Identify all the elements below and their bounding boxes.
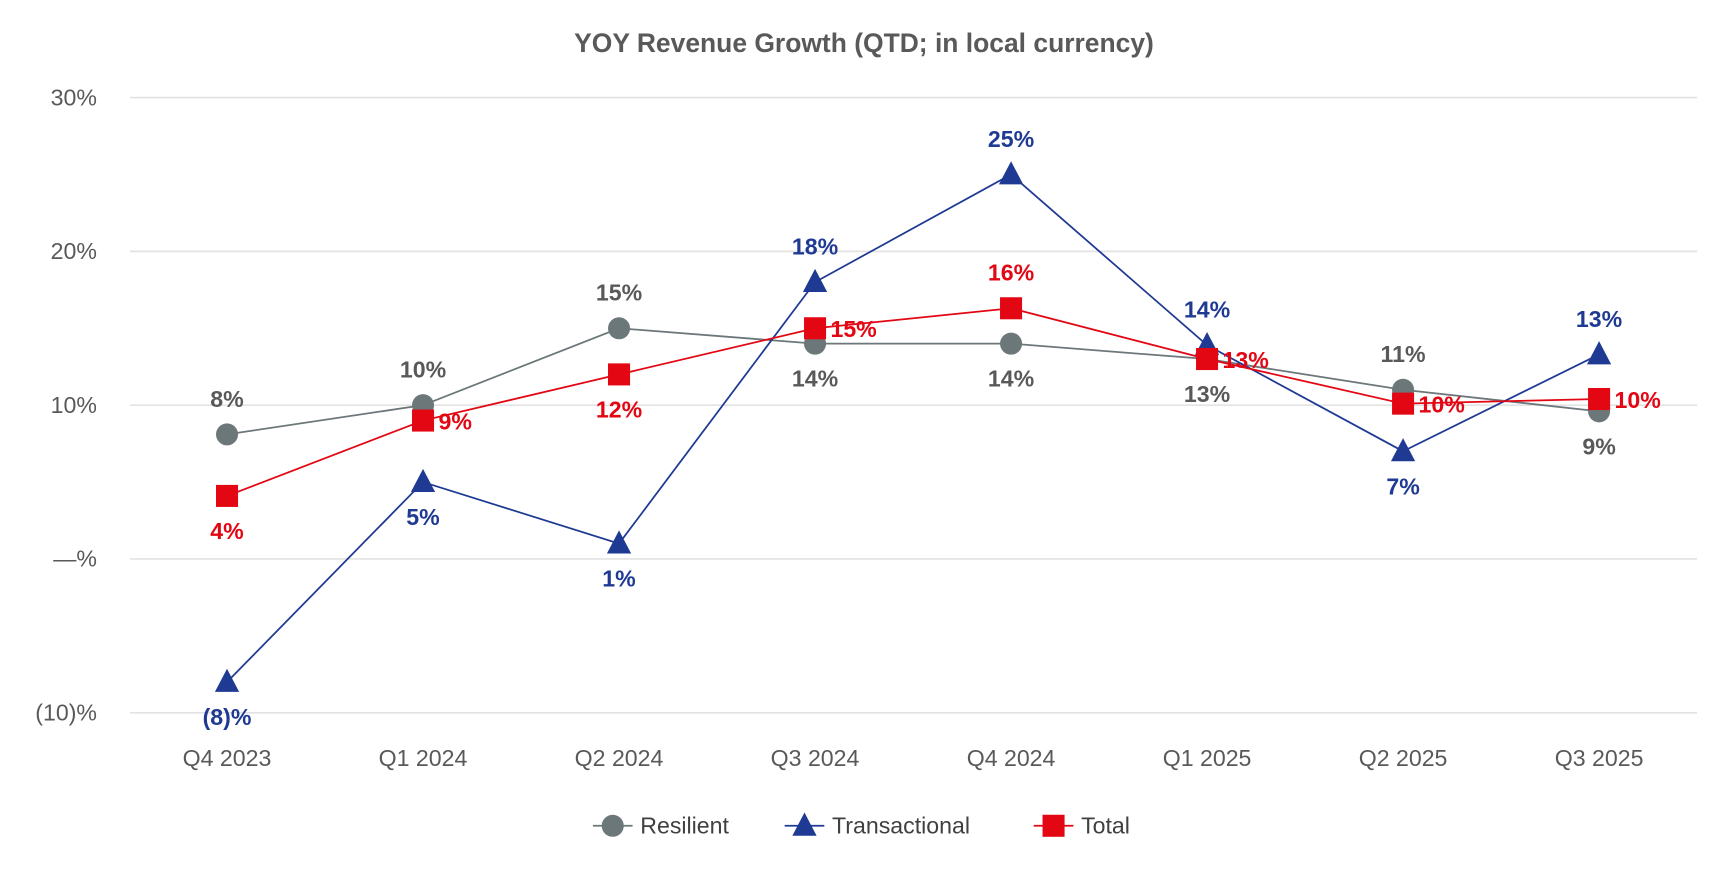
transactional-data-label: (8)% xyxy=(203,704,252,730)
total-data-label: 12% xyxy=(596,396,642,422)
total-data-label: 10% xyxy=(1419,391,1465,417)
resilient-data-label: 8% xyxy=(210,386,243,412)
transactional-point xyxy=(1390,438,1416,462)
legend-label: Resilient xyxy=(640,812,729,838)
total-point xyxy=(1000,297,1023,320)
transactional-data-label: 18% xyxy=(792,234,838,260)
y-tick-label: 30% xyxy=(51,84,97,110)
x-axis-ticks: Q4 2023 Q1 2024 Q2 2024 Q3 2024 Q4 2024 Q1 20… xyxy=(183,745,1644,771)
resilient-data-label: 15% xyxy=(596,280,642,306)
legend-marker-square-icon xyxy=(1042,814,1065,837)
resilient-data-label: 9% xyxy=(1582,433,1615,459)
resilient-data-label: 10% xyxy=(400,357,446,383)
total-point xyxy=(216,484,239,507)
transactional-point xyxy=(410,468,436,492)
y-tick-label: (10)% xyxy=(35,699,97,725)
y-tick-label: —% xyxy=(53,546,97,572)
transactional-data-label: 5% xyxy=(406,504,439,530)
series-markers xyxy=(214,161,1612,692)
resilient-data-label: 11% xyxy=(1381,341,1426,367)
transactional-data-label: 14% xyxy=(1184,297,1230,323)
total-data-label: 15% xyxy=(830,316,876,342)
transactional-line xyxy=(226,173,1600,683)
transactional-data-label: 25% xyxy=(988,126,1034,152)
transactional-point xyxy=(214,668,240,692)
total-point xyxy=(412,409,435,432)
total-data-label: 10% xyxy=(1615,387,1661,413)
transactional-point xyxy=(998,161,1024,185)
x-tick-label: Q2 2024 xyxy=(575,745,664,771)
total-point xyxy=(608,363,631,386)
legend-item-total: Total xyxy=(1033,812,1130,838)
x-tick-label: Q4 2023 xyxy=(183,745,272,771)
transactional-data-label: 7% xyxy=(1386,473,1419,499)
gridlines xyxy=(130,96,1698,714)
y-tick-label: 20% xyxy=(51,238,97,264)
x-tick-label: Q1 2025 xyxy=(1163,745,1252,771)
x-tick-label: Q1 2024 xyxy=(379,745,468,771)
series-lines xyxy=(226,173,1600,683)
total-line xyxy=(226,307,1600,497)
y-tick-label: 10% xyxy=(51,392,97,418)
transactional-point xyxy=(606,530,632,554)
total-data-label: 13% xyxy=(1222,347,1268,373)
legend-item-resilient: Resilient xyxy=(592,812,730,838)
resilient-line xyxy=(226,327,1600,436)
transactional-point xyxy=(802,268,828,293)
x-tick-label: Q3 2024 xyxy=(771,745,860,771)
total-point xyxy=(1196,348,1219,371)
total-data-label: 4% xyxy=(210,518,243,544)
x-tick-label: Q3 2025 xyxy=(1555,745,1644,771)
legend-marker-circle-icon xyxy=(601,814,624,837)
y-axis-ticks: 30% 20% 10% —% (10)% xyxy=(35,84,97,725)
total-data-label: 16% xyxy=(988,260,1034,286)
resilient-point xyxy=(608,317,631,340)
resilient-point xyxy=(216,423,239,446)
legend-label: Transactional xyxy=(832,812,970,838)
resilient-data-label: 14% xyxy=(792,366,838,392)
x-tick-label: Q2 2025 xyxy=(1359,745,1448,771)
transactional-data-label: 13% xyxy=(1576,306,1622,332)
legend-item-transactional: Transactional xyxy=(784,812,970,838)
transactional-data-label: 1% xyxy=(602,566,635,592)
resilient-point xyxy=(1000,332,1023,355)
transactional-point xyxy=(1586,341,1612,365)
legend: Resilient Transactional Total xyxy=(592,812,1130,838)
total-data-label: 9% xyxy=(438,408,471,434)
x-tick-label: Q4 2024 xyxy=(967,745,1056,771)
legend-label: Total xyxy=(1081,812,1130,838)
total-point xyxy=(1588,387,1611,411)
total-point xyxy=(804,317,827,340)
chart-title: YOY Revenue Growth (QTD; in local curren… xyxy=(574,28,1154,58)
data-labels: 8% 10% 15% 14% 14% 13% 11% 9% (8)% 5% 1% 18% 25% 14% 7… xyxy=(203,126,1661,730)
resilient-data-label: 13% xyxy=(1184,381,1230,407)
legend-marker-triangle-icon xyxy=(792,812,817,836)
resilient-data-label: 14% xyxy=(988,366,1034,392)
total-point xyxy=(1392,392,1415,415)
